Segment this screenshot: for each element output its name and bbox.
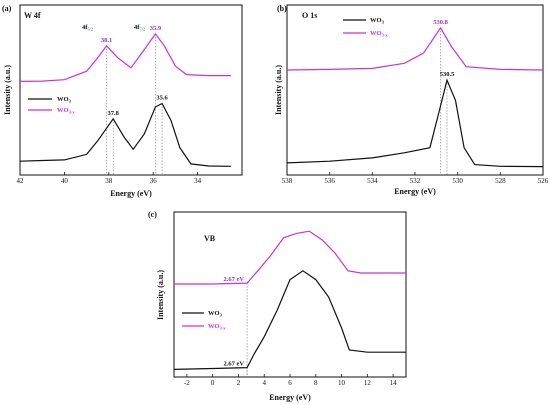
- panel-c-ticks: -2 0 2 4 6 8 10 12 14: [184, 374, 397, 387]
- panel-a-ylabel: Intensity (a.u.): [3, 65, 12, 115]
- series-line-b-wo3x: [286, 26, 544, 71]
- x-tick-label-c-1: 0: [211, 379, 215, 387]
- annotation-b-1: 530.5: [440, 71, 455, 78]
- x-tick-label-b-3: 532: [410, 177, 421, 185]
- series-line-a-wo3x: [19, 32, 231, 82]
- legend-label-wo3-sub: 3: [69, 99, 72, 104]
- x-tick-label-b-1: 536: [324, 177, 335, 185]
- panel-a-plot-frame: [19, 4, 243, 176]
- panel-a-legend: WO3 WO3-x: [28, 96, 75, 115]
- series-line-c-wo3: [173, 270, 406, 370]
- annotation-c-0: 2.67 eV: [223, 276, 244, 283]
- annotation-a-3: 35.9: [150, 25, 162, 32]
- x-tick-label-c-4: 6: [288, 379, 292, 387]
- panel-b-xlabel: Energy (eV): [394, 187, 436, 196]
- peak-label-4f72-main: 4f: [134, 24, 140, 31]
- legend-c-label-wo3x-main: WO: [208, 323, 220, 330]
- x-tick-label-c-6: 10: [338, 379, 346, 387]
- panel-b-legend: WO3 WO3-x: [343, 17, 388, 38]
- x-tick-label-c-2: 2: [237, 379, 241, 387]
- panel-a-xlabel: Energy (eV): [110, 189, 152, 198]
- series-line-a-wo3: [19, 102, 231, 167]
- panel-a-ticks: 42 40 38 36 34: [17, 172, 202, 185]
- panel-c-annotations: 2.67 eV 2.67 eV: [223, 276, 244, 367]
- legend-b-label-wo3-sub: 3: [382, 20, 385, 25]
- panel-c-ylabel: Intensity (a.u.): [156, 270, 165, 320]
- legend-c-label-wo3x: WO3-x: [208, 323, 226, 331]
- annotation-b-0: 530.8: [433, 19, 448, 26]
- legend-label-wo3-main: WO: [57, 96, 69, 103]
- annotation-a-2: 38.1: [101, 37, 112, 44]
- peak-label-4f52: 4f5/2: [82, 24, 94, 32]
- legend-b-label-wo3x-sub: 3-x: [382, 33, 389, 38]
- x-tick-label-a-0: 42: [17, 177, 25, 185]
- panel-c-legend: WO3 WO3-x: [182, 310, 226, 331]
- panel-c-title: VB: [204, 234, 216, 243]
- series-line-c-wo3x: [174, 230, 406, 285]
- legend-c-label-wo3x-sub: 3-x: [220, 326, 227, 331]
- panel-b-plot-frame: [286, 4, 544, 176]
- panel-b-title: O 1s: [302, 11, 317, 20]
- panel-c-label: (c): [148, 210, 157, 219]
- panel-b-ticks: 538 536 534 532 530 528 526: [282, 172, 549, 185]
- x-tick-label-b-4: 530: [452, 177, 463, 185]
- annotation-c-1: 2.67 eV: [223, 361, 244, 368]
- x-tick-label-b-2: 534: [367, 177, 378, 185]
- x-tick-label-c-8: 14: [390, 379, 398, 387]
- panel-b-annotations: 530.8 530.5: [433, 19, 455, 78]
- legend-c-label-wo3-sub: 3: [220, 313, 223, 318]
- legend-label-wo3: WO3: [57, 96, 72, 104]
- legend-b-label-wo3x: WO3-x: [370, 30, 388, 38]
- panel-c-xlabel: Energy (eV): [269, 393, 311, 402]
- panel-c-series: [173, 230, 406, 370]
- x-tick-label-c-3: 4: [262, 379, 266, 387]
- legend-b-label-wo3: WO3: [370, 17, 385, 25]
- x-tick-label-c-5: 8: [314, 379, 318, 387]
- peak-label-4f52-sub: 5/2: [87, 27, 94, 32]
- legend-b-label-wo3-main: WO: [370, 17, 382, 24]
- legend-c-label-wo3: WO3: [208, 310, 223, 318]
- panel-b-series: [286, 26, 544, 168]
- x-tick-label-b-5: 528: [495, 177, 506, 185]
- x-tick-label-c-7: 12: [364, 379, 372, 387]
- annotation-a-1: 35.6: [156, 94, 168, 101]
- panel-b-label: (b): [277, 4, 287, 13]
- panel-a: (a) W 4f Energy (eV) Intensity (a.u.) 42…: [2, 4, 243, 198]
- legend-c-label-wo3-main: WO: [208, 310, 220, 317]
- x-tick-label-b-0: 538: [282, 177, 293, 185]
- peak-label-4f72-sub: 7/2: [139, 27, 146, 32]
- series-line-b-wo3: [286, 78, 544, 168]
- panel-a-guides: [106, 33, 163, 175]
- legend-label-wo3x-main: WO: [57, 107, 69, 114]
- peak-label-4f52-main: 4f: [82, 24, 88, 31]
- x-tick-label-a-2: 38: [105, 177, 113, 185]
- x-tick-label-c-0: -2: [184, 379, 190, 387]
- legend-label-wo3x: WO3-x: [57, 107, 75, 115]
- panel-a-label: (a): [2, 4, 12, 13]
- legend-label-wo3x-sub: 3-x: [69, 110, 76, 115]
- legend-b-label-wo3x-main: WO: [370, 30, 382, 37]
- x-tick-label-a-4: 34: [194, 177, 202, 185]
- panel-b-guides: [440, 27, 448, 175]
- panel-a-title: W 4f: [24, 11, 41, 20]
- x-tick-label-b-6: 526: [538, 177, 549, 185]
- panel-b: (b) O 1s Energy (eV) Intensity (a.u.) 53…: [274, 4, 549, 196]
- panel-a-series: [19, 32, 231, 167]
- panel-b-ylabel: Intensity (a.u.): [274, 65, 283, 115]
- x-tick-label-a-3: 36: [150, 177, 158, 185]
- panel-a-annotations: 37.8 35.6 38.1 35.9: [101, 25, 169, 117]
- x-tick-label-a-1: 40: [61, 177, 69, 185]
- peak-label-4f72: 4f7/2: [134, 24, 146, 32]
- panel-c: (c) VB Energy (eV) Intensity (a.u.) -2 0 2…: [148, 210, 407, 402]
- annotation-a-0: 37.8: [108, 110, 120, 117]
